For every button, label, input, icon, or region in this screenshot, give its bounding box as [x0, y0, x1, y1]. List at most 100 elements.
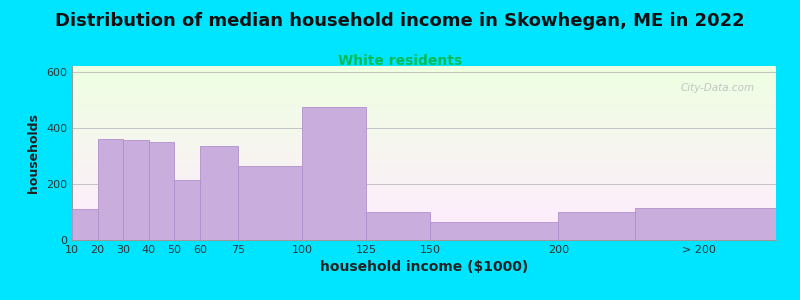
Bar — [72, 77, 776, 78]
Bar — [72, 168, 776, 169]
Bar — [72, 215, 776, 216]
Bar — [72, 110, 776, 111]
Bar — [72, 194, 776, 195]
Bar — [72, 130, 776, 131]
Bar — [72, 154, 776, 155]
Text: City-Data.com: City-Data.com — [681, 83, 755, 93]
Bar — [635, 208, 776, 240]
Bar — [72, 204, 776, 205]
Bar — [72, 178, 776, 179]
Bar — [72, 95, 776, 96]
Bar — [72, 181, 776, 182]
Bar — [72, 116, 776, 117]
Bar — [72, 235, 776, 236]
Bar — [72, 155, 776, 156]
Bar — [72, 83, 776, 84]
Bar — [72, 99, 776, 100]
Bar — [72, 123, 776, 124]
Bar — [72, 177, 776, 178]
Bar — [72, 163, 776, 164]
Bar — [72, 114, 776, 115]
Bar — [430, 222, 558, 240]
Bar — [72, 160, 776, 161]
Bar — [72, 81, 776, 82]
Bar — [72, 218, 776, 219]
Bar — [72, 165, 776, 166]
Bar — [72, 180, 776, 181]
Bar — [72, 169, 776, 170]
Bar — [72, 117, 776, 118]
Bar — [72, 222, 776, 223]
Bar — [72, 87, 776, 88]
Bar — [72, 92, 776, 93]
Bar — [72, 74, 776, 75]
Bar — [72, 109, 776, 110]
Bar — [72, 166, 776, 167]
Bar — [72, 202, 776, 203]
Bar — [72, 98, 776, 99]
Bar — [72, 162, 776, 163]
Bar — [72, 82, 776, 83]
Bar — [72, 153, 776, 154]
Bar — [72, 140, 776, 141]
Bar — [72, 164, 776, 165]
Bar — [72, 190, 776, 191]
Bar — [72, 184, 776, 185]
Bar — [72, 127, 776, 128]
Bar — [72, 174, 776, 175]
Bar — [72, 226, 776, 227]
Bar — [72, 129, 776, 130]
Bar — [72, 231, 776, 232]
Bar — [72, 66, 776, 67]
Bar — [72, 179, 776, 180]
Bar — [72, 221, 776, 222]
Bar — [72, 191, 776, 192]
Bar — [72, 151, 776, 152]
Bar — [72, 197, 776, 198]
Bar — [72, 167, 776, 168]
Bar — [72, 100, 776, 101]
Bar — [72, 133, 776, 134]
Bar — [72, 209, 98, 240]
Bar — [72, 212, 776, 213]
Bar — [72, 105, 776, 106]
Bar — [72, 108, 776, 109]
Bar — [72, 139, 776, 140]
Bar — [72, 131, 776, 132]
Bar — [238, 166, 302, 240]
Bar — [72, 86, 776, 87]
Bar — [72, 134, 776, 135]
Bar — [72, 224, 776, 225]
Bar — [72, 115, 776, 116]
Bar — [72, 138, 776, 139]
Bar — [72, 111, 776, 112]
Bar — [72, 236, 776, 237]
Bar — [72, 189, 776, 190]
Bar — [72, 68, 776, 69]
Bar — [72, 202, 776, 203]
Bar — [72, 208, 776, 209]
Bar — [72, 126, 776, 127]
Bar — [72, 203, 776, 204]
Bar — [72, 102, 776, 103]
Bar — [72, 144, 776, 145]
Bar — [72, 210, 776, 211]
Bar — [72, 223, 776, 224]
Bar — [72, 147, 776, 148]
Bar — [72, 120, 776, 121]
X-axis label: household income ($1000): household income ($1000) — [320, 260, 528, 274]
Bar — [72, 170, 776, 171]
Bar — [72, 135, 776, 136]
Bar — [72, 122, 776, 123]
Bar — [98, 139, 123, 240]
Bar — [72, 182, 776, 183]
Bar — [558, 212, 635, 240]
Bar — [72, 142, 776, 143]
Y-axis label: households: households — [27, 113, 41, 193]
Bar — [72, 230, 776, 231]
Bar — [72, 228, 776, 229]
Bar — [72, 76, 776, 77]
Bar — [72, 234, 776, 235]
Bar — [72, 145, 776, 146]
Bar — [72, 161, 776, 162]
